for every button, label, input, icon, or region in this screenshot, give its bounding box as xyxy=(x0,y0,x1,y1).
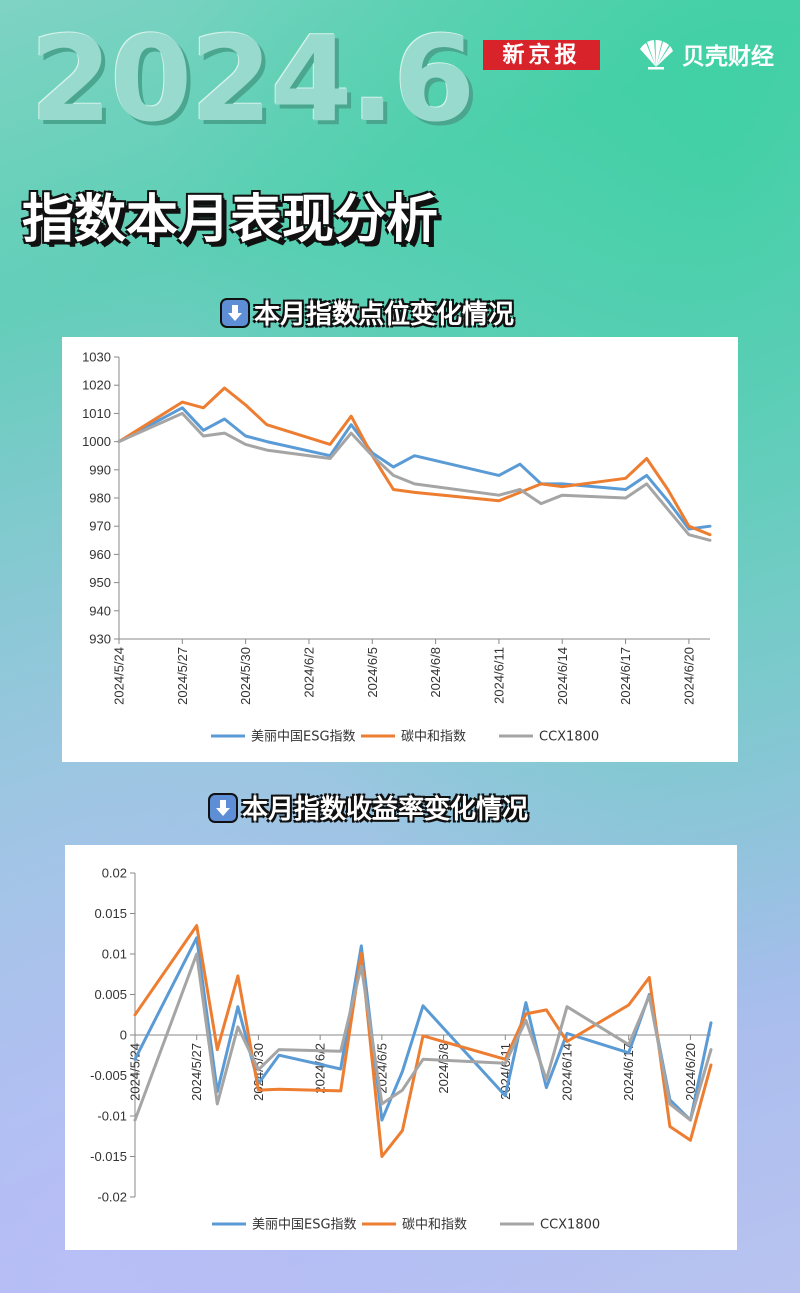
x-tick-label: 2024/6/2 xyxy=(313,1043,328,1094)
legend: 美丽中国ESG指数 碳中和指数 CCX1800 xyxy=(211,730,599,745)
y-tick-label: -0.02 xyxy=(97,1190,127,1205)
y-tick-label: 980 xyxy=(89,491,111,506)
down-arrow-icon xyxy=(210,794,236,821)
page-title: 指数本月表现分析 xyxy=(22,190,439,250)
legend: 美丽中国ESG指数 碳中和指数 CCX1800 xyxy=(212,1218,600,1233)
series-line xyxy=(117,411,712,542)
x-tick-label: 2024/6/20 xyxy=(683,1043,698,1101)
beike-logo: 贝壳财经 xyxy=(636,36,774,72)
series-line xyxy=(117,386,712,537)
section-title-points: 本月指数点位变化情况 xyxy=(222,294,514,331)
y-tick-label: 930 xyxy=(89,632,111,647)
legend-label: 美丽中国ESG指数 xyxy=(252,1218,357,1233)
y-tick-label: 1030 xyxy=(82,350,111,365)
series-line xyxy=(133,952,713,1122)
year-watermark: 2024.6 xyxy=(30,10,475,148)
returns-chart: -0.02 -0.015 -0.01 -0.005 0 0.005 0.01 0.015 0.0… xyxy=(90,866,713,1233)
y-tick-label: -0.015 xyxy=(90,1149,127,1164)
axes: 930 940 950 960 970 980 990 1000 1010 1020 1030 202… xyxy=(82,350,710,705)
legend-label: 碳中和指数 xyxy=(402,1218,467,1233)
axes: -0.02 -0.015 -0.01 -0.005 0 0.005 0.01 0.015 0.0… xyxy=(90,866,711,1205)
chart-panel-returns: -0.02 -0.015 -0.01 -0.005 0 0.005 0.01 0.015 0.0… xyxy=(65,845,737,1250)
x-tick-label: 2024/5/24 xyxy=(128,1043,143,1101)
section-title-points-label: 本月指数点位变化情况 xyxy=(254,300,515,330)
legend-label: 碳中和指数 xyxy=(401,730,466,745)
y-tick-label: 1020 xyxy=(82,378,111,393)
x-tick-label: 2024/6/11 xyxy=(491,647,506,704)
x-tick-label: 2024/6/8 xyxy=(428,647,443,698)
y-tick-label: 940 xyxy=(89,603,111,618)
y-tick-label: 0.015 xyxy=(94,906,127,921)
y-tick-label: 990 xyxy=(89,462,111,477)
x-tick-label: 2024/6/14 xyxy=(560,1043,575,1101)
y-tick-label: 1010 xyxy=(82,406,111,421)
y-tick-label: 970 xyxy=(89,519,111,534)
x-tick-label: 2024/6/17 xyxy=(618,647,633,705)
x-tick-label: 2024/6/20 xyxy=(681,647,696,705)
y-tick-label: 0 xyxy=(120,1028,127,1043)
x-tick-label: 2024/5/27 xyxy=(175,647,190,705)
legend-label: CCX1800 xyxy=(540,1218,600,1233)
x-tick-label: 2024/5/30 xyxy=(238,647,253,705)
x-tick-label: 2024/5/24 xyxy=(112,647,127,705)
legend-label: CCX1800 xyxy=(539,730,599,745)
chart-panel-points: 930 940 950 960 970 980 990 1000 1010 1020 1030 202… xyxy=(62,337,738,762)
series-line xyxy=(133,924,713,1158)
y-tick-label: 0.02 xyxy=(102,866,127,881)
x-tick-label: 2024/6/5 xyxy=(365,647,380,698)
x-tick-label: 2024/6/8 xyxy=(436,1043,451,1094)
x-tick-label: 2024/5/30 xyxy=(251,1043,266,1101)
y-tick-label: 950 xyxy=(89,575,111,590)
series-lines xyxy=(117,386,712,542)
x-tick-label: 2024/5/27 xyxy=(189,1043,204,1101)
y-tick-label: 1000 xyxy=(82,434,111,449)
section-title-returns: 本月指数收益率变化情况 xyxy=(210,789,528,826)
section-title-returns-label: 本月指数收益率变化情况 xyxy=(242,795,529,825)
shell-icon xyxy=(640,39,673,70)
down-arrow-icon xyxy=(222,299,248,326)
y-tick-label: 960 xyxy=(89,547,111,562)
legend-label: 美丽中国ESG指数 xyxy=(251,730,356,745)
points-chart: 930 940 950 960 970 980 990 1000 1010 1020 1030 202… xyxy=(82,350,712,745)
x-tick-label: 2024/6/17 xyxy=(621,1043,636,1101)
xinjingbao-logo: 新京报 xyxy=(483,40,600,70)
x-tick-label: 2024/6/2 xyxy=(301,647,316,698)
series-line xyxy=(117,406,712,531)
y-tick-label: -0.005 xyxy=(90,1068,127,1083)
y-tick-label: 0.005 xyxy=(94,987,127,1002)
beike-logo-text: 贝壳财经 xyxy=(682,44,774,70)
x-tick-label: 2024/6/14 xyxy=(555,647,570,705)
y-tick-label: -0.01 xyxy=(97,1109,127,1124)
series-lines xyxy=(133,924,713,1158)
y-tick-label: 0.01 xyxy=(102,947,127,962)
